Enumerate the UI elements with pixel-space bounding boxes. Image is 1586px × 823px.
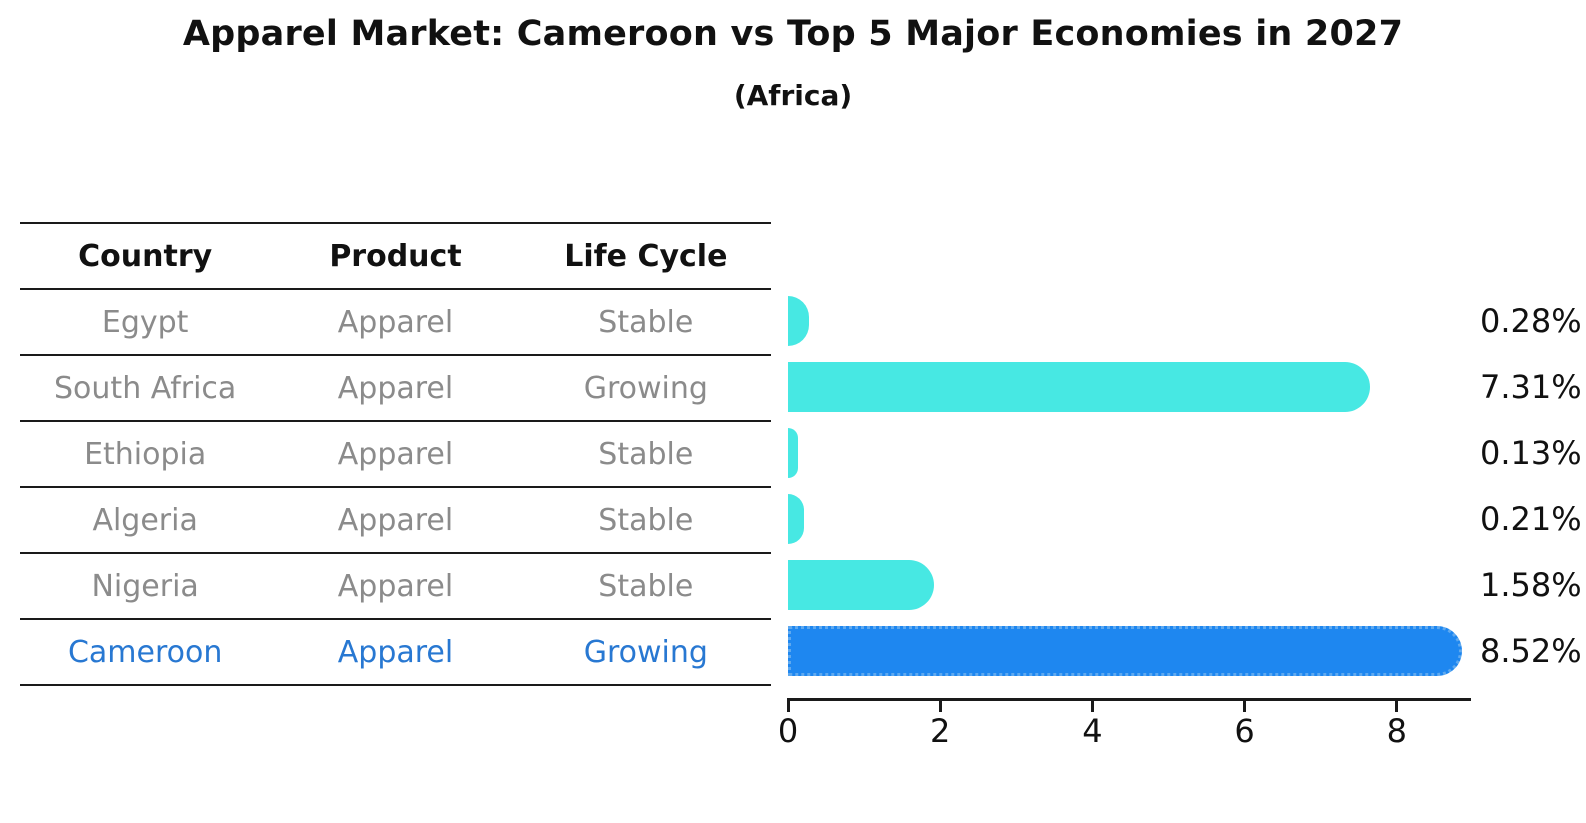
lifecycle-cell: Growing	[583, 370, 708, 406]
value-label-algeria: 0.21%	[1480, 500, 1582, 538]
chart-title: Apparel Market: Cameroon vs Top 5 Major …	[182, 14, 1404, 54]
chart-subtitle: (Africa)	[733, 79, 853, 112]
x-tick-label-2: 2	[930, 712, 951, 750]
table-header-row: Country Product Life Cycle	[20, 222, 771, 288]
table-row-egypt: Egypt Apparel Stable	[20, 288, 771, 354]
country-table: Country Product Life Cycle Egypt Apparel S…	[20, 222, 771, 686]
country-cell: Cameroon	[67, 634, 223, 670]
table-body: Egypt Apparel Stable South Africa Apparel Gro…	[20, 288, 771, 686]
lifecycle-cell: Stable	[598, 436, 694, 472]
table-row-ethiopia: Ethiopia Apparel Stable	[20, 420, 771, 486]
column-header-country: Country	[78, 238, 213, 274]
value-label-egypt: 0.28%	[1480, 302, 1582, 340]
value-label-nigeria: 1.58%	[1480, 566, 1582, 604]
country-cell: Egypt	[101, 304, 189, 340]
value-label-south-africa: 7.31%	[1480, 368, 1582, 406]
table-row-algeria: Algeria Apparel Stable	[20, 486, 771, 552]
x-tick-4	[1090, 701, 1094, 712]
table-row-cameroon: Cameroon Apparel Growing	[20, 618, 771, 686]
x-tick-label-0: 0	[777, 712, 799, 750]
product-cell: Apparel	[337, 370, 454, 406]
product-cell: Apparel	[337, 304, 454, 340]
value-label-cameroon: 8.52%	[1480, 632, 1582, 670]
x-tick-label-4: 4	[1082, 712, 1103, 750]
lifecycle-cell: Growing	[583, 634, 708, 670]
value-label-ethiopia: 0.13%	[1480, 434, 1582, 472]
lifecycle-cell: Stable	[598, 304, 694, 340]
table-row-south-africa: South Africa Apparel Growing	[20, 354, 771, 420]
bar-cameroon	[788, 626, 1463, 676]
product-cell: Apparel	[337, 436, 454, 472]
lifecycle-cell: Stable	[598, 502, 694, 538]
bar-algeria	[788, 494, 804, 544]
table-row-nigeria: Nigeria Apparel Stable	[20, 552, 771, 618]
bar-ethiopia	[788, 428, 798, 478]
column-header-product: Product	[329, 238, 462, 274]
country-cell: Nigeria	[91, 568, 199, 604]
x-tick-2	[938, 701, 942, 712]
column-header-lifecycle: Life Cycle	[564, 238, 728, 274]
country-cell: Algeria	[92, 502, 198, 538]
x-axis-line	[787, 698, 1471, 701]
product-cell: Apparel	[337, 634, 454, 670]
country-cell: South Africa	[54, 370, 237, 406]
product-cell: Apparel	[337, 502, 454, 538]
country-cell: Ethiopia	[84, 436, 207, 472]
product-cell: Apparel	[337, 568, 454, 604]
bar-south-africa	[788, 362, 1371, 412]
bar-nigeria	[788, 560, 935, 610]
x-tick-8	[1395, 701, 1399, 712]
x-tick-6	[1243, 701, 1247, 712]
lifecycle-cell: Stable	[598, 568, 694, 604]
x-tick-label-8: 8	[1386, 712, 1407, 750]
bar-egypt	[788, 296, 810, 346]
x-tick-label-6: 6	[1234, 712, 1255, 750]
x-tick-0	[786, 701, 790, 712]
